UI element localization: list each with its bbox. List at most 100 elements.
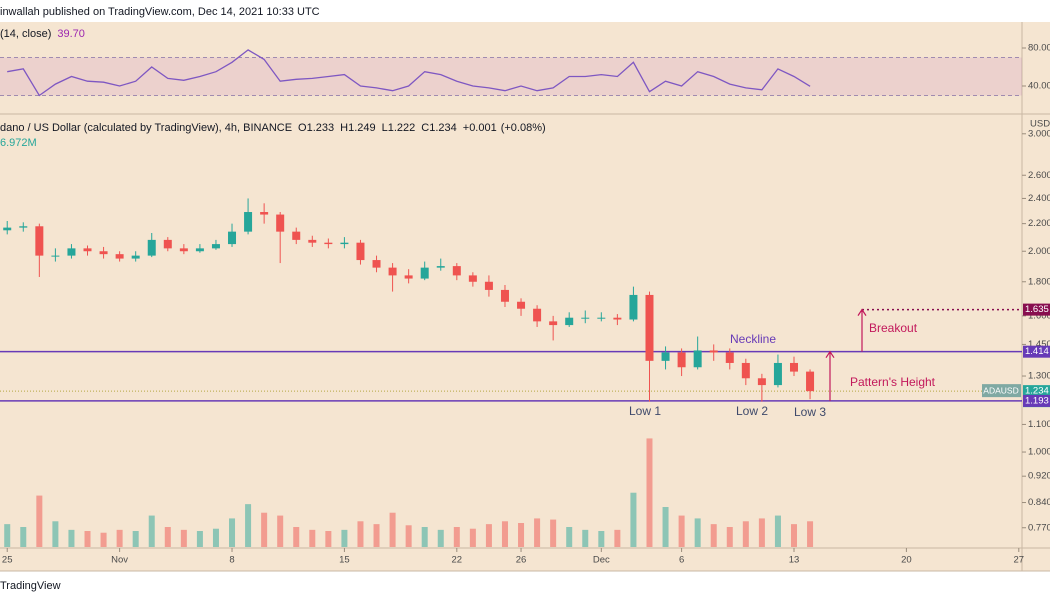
y-tick-label: 1.450 xyxy=(1028,339,1050,350)
volume-bar xyxy=(293,527,300,547)
candle-body xyxy=(661,352,670,361)
candle-body xyxy=(324,242,333,245)
y-tick-label: 1.300 xyxy=(1028,371,1050,382)
volume-bar xyxy=(566,527,573,547)
candle-body xyxy=(83,248,92,252)
candle-body xyxy=(500,289,509,302)
rsi-legend-title: (14, close) xyxy=(0,28,51,40)
volume-bar xyxy=(485,524,492,547)
volume-bar xyxy=(807,521,814,547)
candle-body xyxy=(211,244,220,249)
y-tick-label: 1.100 xyxy=(1028,419,1050,430)
candle-body xyxy=(276,214,285,232)
annotation: Low 1 xyxy=(629,404,661,418)
volume-bar xyxy=(84,531,91,547)
candle-body xyxy=(179,248,188,252)
volume-bar xyxy=(726,527,733,547)
volume-bar xyxy=(245,504,252,547)
candle-body xyxy=(452,266,461,276)
x-tick-label: 6 xyxy=(679,555,684,566)
footer-brand: TradingView xyxy=(0,580,61,592)
volume-bar xyxy=(261,512,268,547)
volume-bar xyxy=(405,525,412,547)
annotation: Low 3 xyxy=(794,405,826,419)
candle-body xyxy=(806,371,815,392)
volume-bar xyxy=(678,515,685,547)
volume-bar xyxy=(20,527,27,547)
volume-bar xyxy=(68,529,75,547)
candle-body xyxy=(356,242,365,261)
volume-bar xyxy=(148,515,155,547)
y-tick-label: 80.00 xyxy=(1028,43,1050,54)
price-legend-title: dano / US Dollar (calculated by TradingV… xyxy=(0,122,292,134)
candle-body xyxy=(693,350,702,368)
price-legend: dano / US Dollar (calculated by TradingV… xyxy=(0,122,546,134)
rsi-legend-value: 39.70 xyxy=(57,28,85,40)
pattern-height-arrow xyxy=(825,350,835,401)
axis-unit: USD xyxy=(1030,119,1050,130)
volume-bar xyxy=(694,518,701,547)
volume-bar xyxy=(614,529,621,547)
x-tick-label: 27 xyxy=(1013,555,1024,566)
candle-body xyxy=(757,378,766,386)
candle-body xyxy=(789,362,798,372)
candle-body xyxy=(404,275,413,279)
y-tick-label: 0.770 xyxy=(1028,522,1050,533)
legend-low: L1.222 xyxy=(382,122,416,134)
annotation: Pattern's Height xyxy=(850,375,936,389)
x-tick-label: 20 xyxy=(901,555,912,566)
candle-body xyxy=(581,317,590,319)
candle-body xyxy=(677,352,686,368)
annotation: Breakout xyxy=(869,321,918,335)
candle-body xyxy=(436,266,445,268)
volume-bar xyxy=(582,529,589,547)
volume-bar xyxy=(774,515,781,547)
x-tick-label: 22 xyxy=(452,555,463,566)
volume-bar xyxy=(646,438,653,547)
legend-change: +0.001 xyxy=(463,122,497,134)
x-tick-label: 25 xyxy=(2,555,13,566)
candle-body xyxy=(484,281,493,290)
y-tick-label: 2.200 xyxy=(1028,218,1050,229)
legend-change-pct: (+0.08%) xyxy=(501,122,546,134)
x-tick-label: Dec xyxy=(593,555,610,566)
volume-legend: 6.972M xyxy=(0,137,37,149)
x-tick-label: 13 xyxy=(789,555,800,566)
volume-bar xyxy=(742,521,749,547)
candle-body xyxy=(517,301,526,309)
y-tick-label: 0.840 xyxy=(1028,497,1050,508)
candle-body xyxy=(388,267,397,276)
volume-bar xyxy=(373,524,380,547)
breakout-arrow xyxy=(857,308,867,352)
annotation: Low 2 xyxy=(736,404,768,418)
symbol-box xyxy=(982,384,1021,398)
candle-body xyxy=(741,362,750,379)
volume-bar xyxy=(164,527,171,547)
candle-body xyxy=(115,254,124,259)
y-tick-label: 2.400 xyxy=(1028,193,1050,204)
chart-background xyxy=(0,22,1050,571)
volume-bar xyxy=(229,518,236,547)
price-marker-label: 1.193 xyxy=(1025,395,1049,406)
candle-body xyxy=(67,248,76,256)
price-marker-box xyxy=(1023,303,1050,316)
y-tick-label: 0.920 xyxy=(1028,471,1050,482)
volume-bar xyxy=(36,495,43,547)
price-marker-label: 1.234 xyxy=(1025,386,1049,397)
volume-bar xyxy=(534,518,541,547)
volume-bar xyxy=(325,531,332,547)
volume-bar xyxy=(116,529,123,547)
x-tick-label: 26 xyxy=(516,555,527,566)
y-tick-label: 1.600 xyxy=(1028,310,1050,321)
candle-body xyxy=(613,317,622,320)
x-tick-label: Nov xyxy=(111,555,128,566)
volume-bar xyxy=(132,531,139,547)
volume-bar xyxy=(453,527,460,547)
y-tick-label: 3.000 xyxy=(1028,128,1050,139)
candle-body xyxy=(131,255,140,259)
rsi-line xyxy=(7,49,811,97)
volume-bar xyxy=(277,515,284,547)
price-marker-label: 1.414 xyxy=(1025,346,1049,357)
candle-body xyxy=(533,308,542,322)
candle-body xyxy=(99,251,108,255)
